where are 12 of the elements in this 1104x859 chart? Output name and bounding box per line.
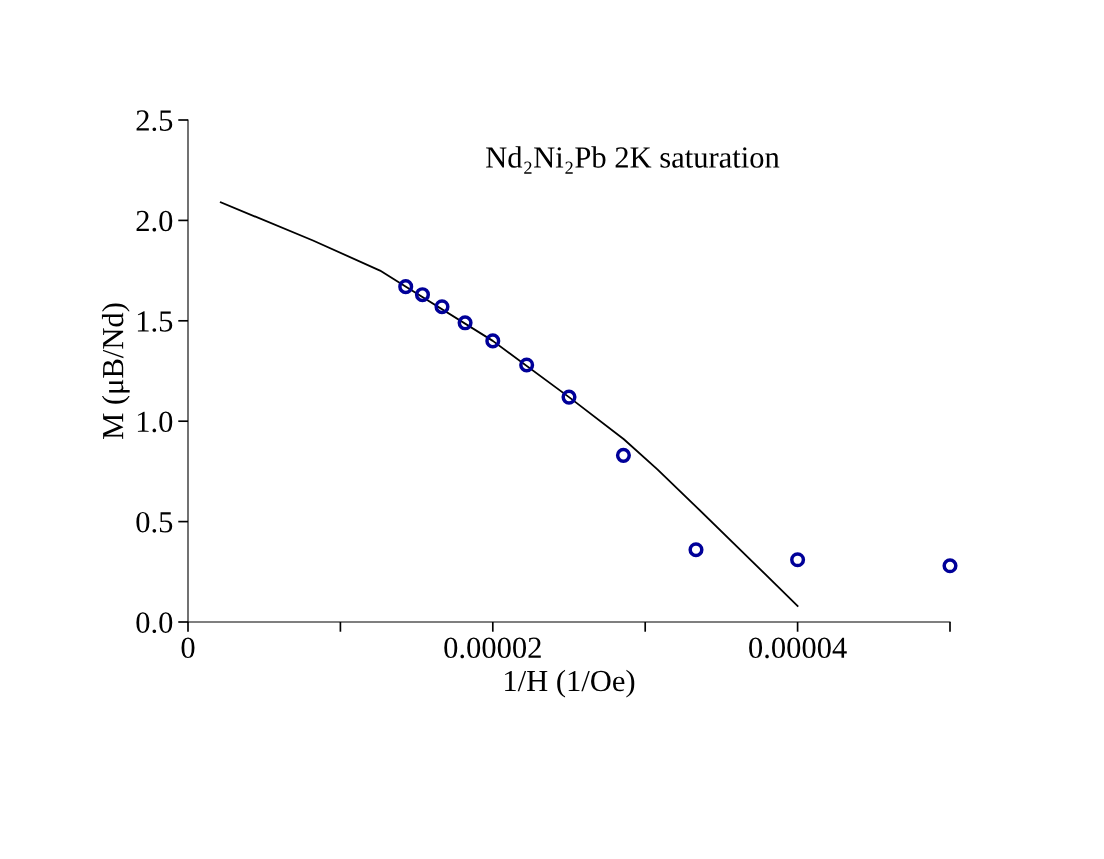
y-axis-title: M (μB/Nd) — [101, 303, 130, 439]
x-tick-label: 0.00002 — [444, 637, 541, 659]
y-tick-label: 2.0 — [136, 210, 173, 232]
y-tick-label: 2.5 — [136, 110, 173, 132]
y-tick-label: 0.5 — [136, 511, 173, 533]
x-tick-label: 0.00004 — [749, 637, 847, 659]
x-tick-label: 0 — [181, 637, 195, 659]
y-tick-label: 0.0 — [136, 612, 173, 634]
y-tick-label: 1.5 — [137, 311, 173, 332]
annotation: Nd₂Ni₂Pb 2K saturation — [486, 146, 780, 174]
x-axis-title: 1/H (1/Oe) — [505, 669, 635, 698]
y-tick-label: 1.0 — [137, 411, 173, 433]
